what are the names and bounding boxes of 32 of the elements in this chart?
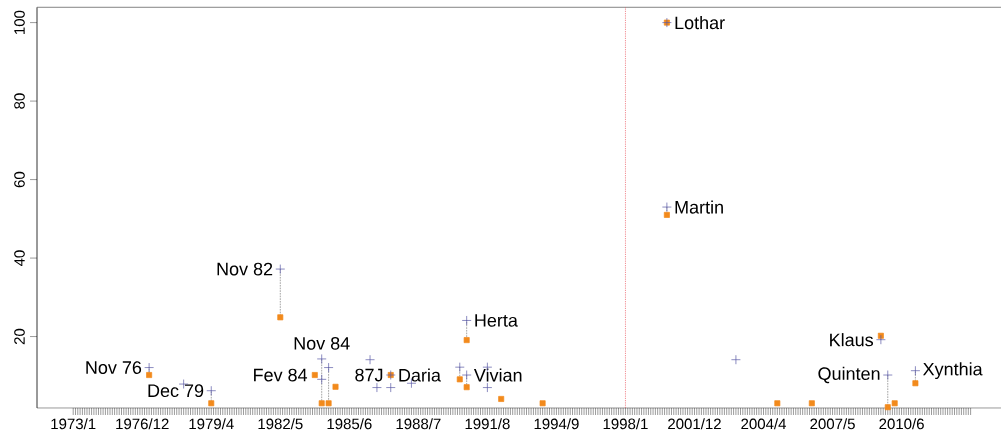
x-tick-label: 2007/5 bbox=[810, 418, 855, 430]
x-tick-label: 1976/12 bbox=[116, 418, 169, 430]
annotation: Martin bbox=[675, 200, 723, 214]
annotation: Fev 84 bbox=[254, 368, 308, 382]
y-tick-label: 80 bbox=[14, 93, 25, 109]
x-tick-label: 1998/1 bbox=[603, 418, 648, 430]
x-tick-label: 1973/1 bbox=[51, 418, 96, 430]
annotation: Dec 79 bbox=[148, 384, 204, 398]
x-tick-label: 2004/4 bbox=[741, 418, 787, 430]
x-tick-label: 1979/4 bbox=[189, 418, 234, 430]
x-tick-label: 1982/5 bbox=[258, 418, 303, 430]
x-tick-label: 1985/6 bbox=[327, 418, 372, 430]
annotation: Vivian bbox=[473, 368, 522, 382]
x-tick-label: 2010/6 bbox=[879, 418, 924, 430]
annotation: Nov 76 bbox=[86, 361, 142, 374]
x-tick-label: 1988/7 bbox=[396, 418, 441, 430]
y-tick-label: 20 bbox=[14, 328, 25, 345]
y-tick-label: 40 bbox=[14, 250, 25, 267]
annotation: Nov 84 bbox=[294, 336, 350, 350]
annotation: Daria bbox=[399, 368, 441, 382]
y-tick-label: 60 bbox=[14, 171, 25, 188]
annotation: Nov 82 bbox=[217, 262, 273, 276]
annotation: Klaus bbox=[830, 333, 874, 347]
annotation: 87J bbox=[355, 368, 383, 382]
annotation: Xynthia bbox=[923, 362, 983, 380]
annotation: Herta bbox=[475, 314, 518, 327]
x-tick-label: 1994/9 bbox=[534, 418, 579, 430]
x-tick-label: 1991/8 bbox=[465, 418, 510, 430]
y-tick-label: 100 bbox=[14, 10, 25, 34]
x-tick-label: 2001/12 bbox=[668, 418, 721, 430]
annotation: Lothar bbox=[675, 15, 725, 30]
annotation: Quinten bbox=[818, 366, 880, 384]
